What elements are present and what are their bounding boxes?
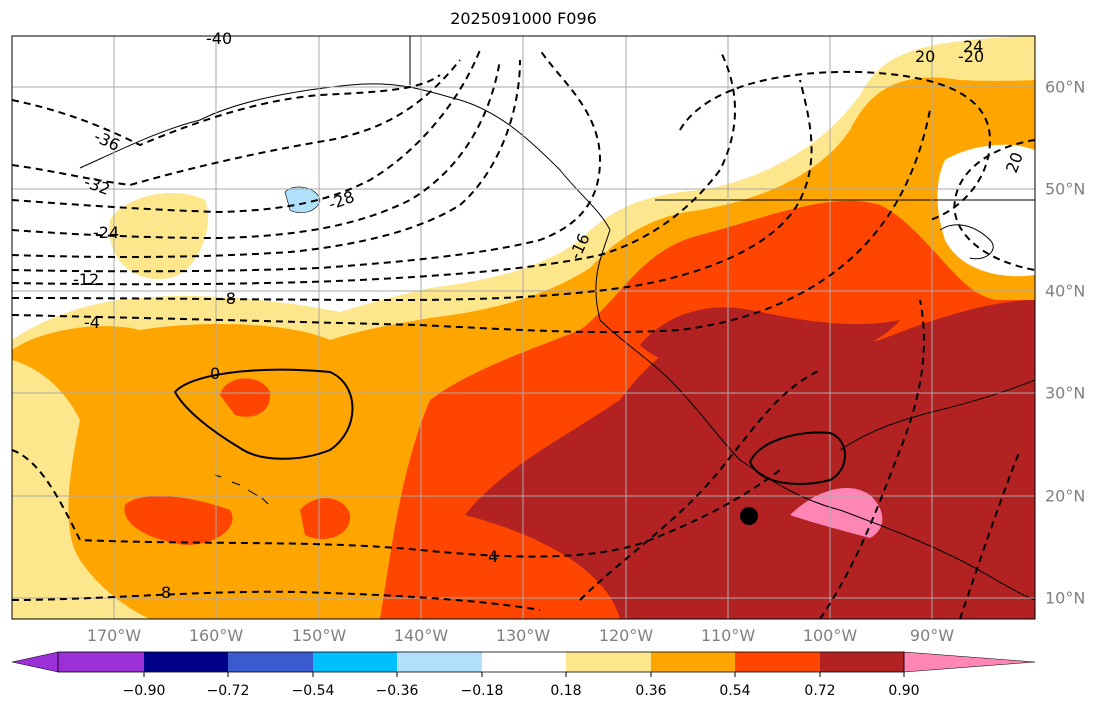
colorbar-tick-label: 0.72 [804,683,836,699]
coastlines [79,36,1035,601]
fill-054-072-blob1 [220,378,271,417]
contour-neg8 [12,79,813,302]
lat-label: 10°N [1045,588,1086,608]
lon-label: 120°W [598,626,654,645]
contour-se-a [579,369,821,601]
colorbar-tick-label: −0.54 [291,683,335,699]
storm-center-marker [740,507,758,525]
contour-neg32 [12,59,461,187]
fill-white-ne [937,144,1035,277]
contour-label: -8 [220,289,236,308]
fill-054-072-blob2 [124,495,233,545]
colorbar-tick-label: 0.54 [719,683,751,699]
contour-neg36 [12,74,441,147]
contour-neg12 [12,49,736,286]
colorbar-extend-low [11,651,59,673]
contour-zero-a [173,368,354,460]
colorbar-extend-high [903,651,1036,673]
contour-label: -28 [326,187,357,214]
mexico-coast [739,459,1035,601]
colorbar-tick-label: 0.90 [888,683,920,699]
lon-label: 140°W [393,626,449,645]
map-frame [11,35,1036,620]
lon-label: 110°W [700,626,756,645]
contour-label: 20 [915,47,935,66]
alaska-coast [79,83,611,231]
contour-neg16 [12,49,602,273]
contour-4 [12,449,781,558]
lat-label: 40°N [1045,281,1086,301]
contour-se-c [959,449,1021,619]
colorbar-segment [735,652,820,672]
contour-label: 0 [210,364,220,383]
contour-20-east [953,139,1035,271]
fill-072-090 [465,300,1035,619]
contour-ne-loop [679,70,992,221]
na-west-coast [595,229,741,461]
contour-neg20 [12,59,521,258]
colorbar-tick-label: 0.36 [635,683,667,699]
colorbar-segment [482,652,566,672]
contour-label: 8 [161,583,171,602]
colorbar-tick-label: 0.18 [550,683,582,699]
contour-neg24 [12,59,501,240]
contour-label: 24 [963,37,983,56]
contour-neg4 [12,109,931,334]
fill-gt-090 [790,488,883,538]
lat-label: 50°N [1045,179,1086,199]
lon-label: 160°W [188,626,244,645]
colorbar [11,651,1036,677]
lon-label: 90°W [909,626,955,645]
colorbar-tick-label: −0.36 [375,683,419,699]
lat-label: 30°N [1045,383,1086,403]
graticule [12,36,1035,619]
contour-label: -20 [958,47,984,66]
fill-036-054-edge [12,360,150,619]
contour-label: -32 [82,172,113,199]
contour-label: -24 [93,223,119,242]
contour-label: -40 [206,29,232,48]
colorbar-segment [820,652,904,672]
great-lakes [939,224,994,260]
lon-label: 130°W [495,626,551,645]
contour-label: 4 [488,547,498,566]
gulf-coast [839,379,1035,451]
colorbar-tick-label: −0.18 [460,683,504,699]
contours [12,49,1035,619]
colorbar-segment [58,652,144,672]
contour-8 [12,590,541,611]
contour-se-b [819,299,925,619]
colorbar-segment [228,652,313,672]
hawaii [214,474,269,505]
lat-label: 20°N [1045,486,1086,506]
contour-label: -4 [84,313,100,332]
colorbar-segment [651,652,735,672]
lon-label: 100°W [802,626,858,645]
map-title: 2025091000 F096 [450,9,597,28]
colorbar-segment [397,652,482,672]
colorbar-segment [144,652,228,672]
colorbar-segment [313,652,397,672]
lon-label: 150°W [291,626,347,645]
fill-054-072-blob3 [300,498,351,539]
colorbar-tick-label: −0.90 [122,683,166,699]
colorbar-ticks [143,672,905,677]
contour-neg28 [12,49,481,214]
lat-label: 60°N [1045,77,1086,97]
colorbar-tick-label: −0.72 [206,683,250,699]
fill-072-090-north [640,307,900,371]
colorbar-outline [57,651,905,673]
colorbar-segment [566,652,651,672]
contour-zero-b [748,431,846,485]
contour-label: -12 [73,270,99,289]
lon-label: 170°W [86,626,142,645]
